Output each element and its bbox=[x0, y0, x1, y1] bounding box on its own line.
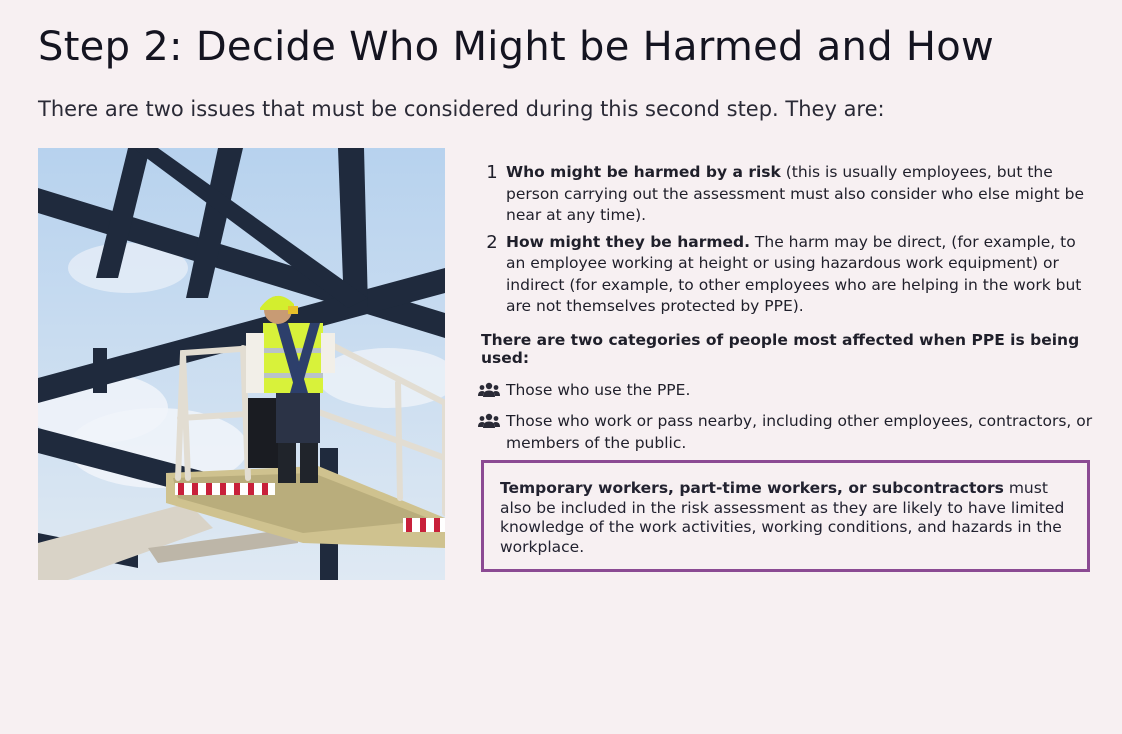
users-icon bbox=[478, 410, 506, 454]
worker-figure bbox=[246, 295, 335, 483]
categories-list: Those who use the PPE. Those who work or… bbox=[478, 379, 1098, 454]
worker-on-lift-photo bbox=[38, 148, 445, 580]
item-number: 2 bbox=[486, 231, 498, 253]
item-bold-text: Who might be harmed by a risk bbox=[506, 163, 781, 181]
page-title: Step 2: Decide Who Might be Harmed and H… bbox=[38, 24, 995, 70]
list-item: Those who work or pass nearby, including… bbox=[478, 410, 1098, 454]
list-item: Those who use the PPE. bbox=[478, 379, 1098, 404]
item-body-text: (this is usually employees, but the pers… bbox=[506, 163, 1085, 224]
photo-illustration bbox=[38, 148, 445, 580]
item-bold-text: How might they be harmed. bbox=[506, 232, 750, 251]
intro-text: There are two issues that must be consid… bbox=[38, 97, 885, 121]
callout-box: Temporary workers, part-time workers, or… bbox=[481, 460, 1090, 572]
users-icon bbox=[478, 379, 506, 404]
callout-body-text: must also be included in the risk assess… bbox=[500, 479, 1065, 556]
item-number: 1 bbox=[486, 162, 498, 183]
right-content: 1 Who might be harmed by a risk (this is… bbox=[478, 162, 1098, 460]
item-body-text: The harm may be direct, (for example, to… bbox=[506, 232, 1082, 316]
bullet-text: Those who work or pass nearby, including… bbox=[506, 411, 1093, 452]
callout-bold-text: Temporary workers, part-time workers, or… bbox=[500, 479, 1004, 497]
list-item: 2 How might they be harmed. The harm may… bbox=[478, 232, 1098, 318]
item-text: Who might be harmed by a risk (this is u… bbox=[506, 162, 1098, 227]
issues-list: 1 Who might be harmed by a risk (this is… bbox=[478, 162, 1098, 318]
list-item: 1 Who might be harmed by a risk (this is… bbox=[478, 162, 1098, 227]
bullet-text: Those who use the PPE. bbox=[506, 380, 691, 399]
categories-heading: There are two categories of people most … bbox=[481, 330, 1080, 367]
item-text: How might they be harmed. The harm may b… bbox=[506, 232, 1098, 318]
